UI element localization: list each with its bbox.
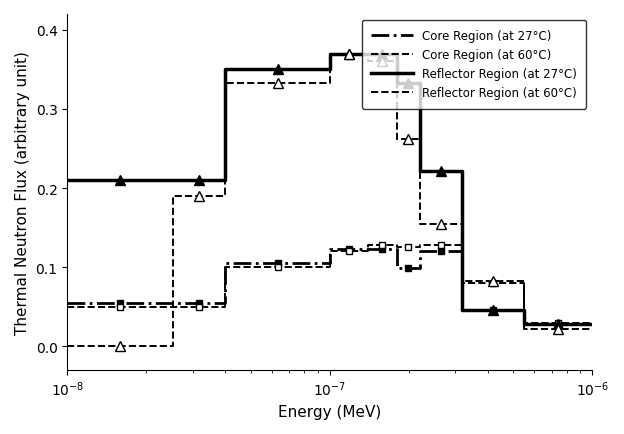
Reflector Region (at 60°C) [393,60,401,65]
Reflector Region (at 60°C) [64,344,71,349]
X-axis label: Energy (MeV): Energy (MeV) [278,404,381,419]
Reflector Region (at 27°C) [64,178,71,184]
Core Region (at 27°C) [64,301,71,306]
Core Region (at 60°C) [416,245,424,250]
Reflector Region (at 60°C) [520,279,528,284]
Core Region (at 27°C) [416,249,424,254]
Reflector Region (at 60°C) [416,222,424,227]
Reflector Region (at 60°C) [520,327,528,332]
Core Region (at 27°C) [459,308,466,313]
Core Region (at 60°C) [416,243,424,248]
Reflector Region (at 60°C) [588,327,596,332]
Reflector Region (at 27°C) [416,81,424,86]
Core Region (at 60°C) [364,249,372,254]
Core Region (at 60°C) [459,243,466,248]
Core Region (at 60°C) [64,305,71,310]
Core Region (at 27°C) [459,249,466,254]
Reflector Region (at 27°C) [364,52,372,57]
Line: Reflector Region (at 27°C): Reflector Region (at 27°C) [67,54,592,325]
Reflector Region (at 27°C) [326,52,333,57]
Reflector Region (at 60°C) [326,52,333,57]
Reflector Region (at 27°C) [169,178,177,184]
Core Region (at 60°C) [326,249,333,254]
Core Region (at 60°C) [459,281,466,286]
Legend: Core Region (at 27°C), Core Region (at 60°C), Reflector Region (at 27°C), Reflec: Core Region (at 27°C), Core Region (at 6… [362,21,587,109]
Reflector Region (at 27°C) [416,169,424,174]
Core Region (at 27°C) [222,301,229,306]
Core Region (at 27°C) [393,266,401,271]
Core Region (at 27°C) [520,322,528,327]
Line: Core Region (at 60°C): Core Region (at 60°C) [67,246,592,323]
Core Region (at 60°C) [326,265,333,270]
Reflector Region (at 27°C) [393,81,401,86]
Core Region (at 27°C) [364,247,372,252]
Reflector Region (at 27°C) [459,308,466,313]
Reflector Region (at 27°C) [364,52,372,57]
Core Region (at 27°C) [520,308,528,313]
Core Region (at 60°C) [393,243,401,248]
Core Region (at 60°C) [588,320,596,326]
Reflector Region (at 27°C) [393,52,401,57]
Core Region (at 60°C) [364,243,372,248]
Reflector Region (at 60°C) [222,81,229,86]
Line: Core Region (at 27°C): Core Region (at 27°C) [67,250,592,325]
Core Region (at 27°C) [588,322,596,327]
Core Region (at 27°C) [326,247,333,252]
Core Region (at 27°C) [169,301,177,306]
Reflector Region (at 27°C) [520,308,528,313]
Core Region (at 27°C) [326,261,333,266]
Core Region (at 27°C) [169,301,177,306]
Reflector Region (at 60°C) [169,344,177,349]
Core Region (at 60°C) [520,320,528,326]
Reflector Region (at 60°C) [393,137,401,142]
Reflector Region (at 60°C) [459,279,466,284]
Reflector Region (at 27°C) [169,178,177,184]
Reflector Region (at 27°C) [222,178,229,184]
Core Region (at 60°C) [393,245,401,250]
Reflector Region (at 60°C) [459,222,466,227]
Reflector Region (at 60°C) [416,137,424,142]
Core Region (at 60°C) [222,265,229,270]
Core Region (at 60°C) [169,305,177,310]
Reflector Region (at 27°C) [222,68,229,73]
Reflector Region (at 27°C) [588,322,596,327]
Reflector Region (at 60°C) [169,194,177,199]
Core Region (at 60°C) [222,305,229,310]
Line: Reflector Region (at 60°C): Reflector Region (at 60°C) [67,54,592,347]
Core Region (at 60°C) [520,281,528,286]
Reflector Region (at 27°C) [326,68,333,73]
Reflector Region (at 60°C) [364,52,372,57]
Core Region (at 60°C) [169,305,177,310]
Reflector Region (at 27°C) [520,322,528,327]
Reflector Region (at 27°C) [459,169,466,174]
Reflector Region (at 60°C) [326,81,333,86]
Core Region (at 27°C) [364,247,372,252]
Core Region (at 27°C) [416,266,424,271]
Reflector Region (at 60°C) [364,60,372,65]
Core Region (at 27°C) [222,261,229,266]
Core Region (at 27°C) [393,247,401,252]
Y-axis label: Thermal Neutron Flux (arbitrary unit): Thermal Neutron Flux (arbitrary unit) [15,51,30,334]
Reflector Region (at 60°C) [222,194,229,199]
